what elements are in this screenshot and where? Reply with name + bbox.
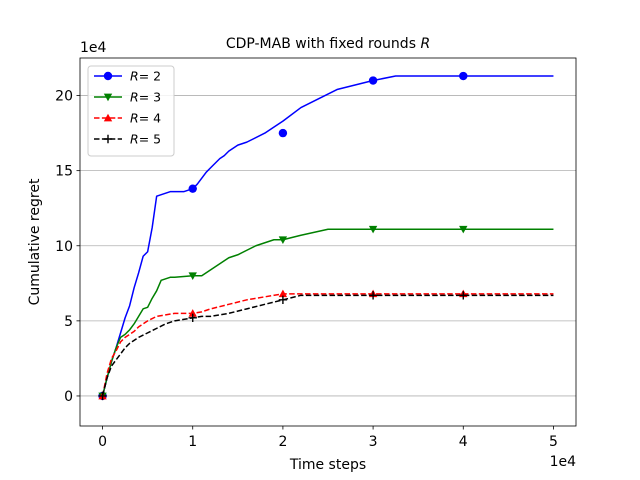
data-point-marker [278,295,288,305]
data-point-marker [188,184,197,193]
x-tick-label: 4 [459,434,468,450]
series-3 [98,289,554,400]
series-2 [98,225,554,401]
data-point-marker [278,128,288,138]
series-line [101,293,554,397]
x-tick-label: 0 [98,434,107,450]
y-axis-offset-label: 1e4 [80,40,107,56]
legend-item: R= 2 [94,69,161,84]
legend-marker [103,93,113,102]
x-tick-label: 3 [369,434,378,450]
legend: R= 2 R= 3 R= 4 R= 5 [87,65,175,157]
y-tick-label: 20 [55,89,73,105]
legend-marker [103,71,113,81]
x-tick-label: 2 [278,434,287,450]
y-tick-label: 5 [64,314,73,330]
data-point-marker [459,291,468,300]
legend-label: R= 4 [130,111,161,126]
series-1 [98,71,554,401]
data-point-marker [188,309,197,317]
legend-label: R= 2 [130,69,161,84]
data-point-marker [278,236,288,244]
plot-frame [79,57,577,427]
data-point-marker [459,225,468,234]
data-point-marker [459,71,468,81]
data-point-marker [368,291,378,300]
legend-box [87,65,175,157]
series-lines [98,71,554,401]
series-line [101,75,554,397]
axis-ticks: 0 5 10 15 20 0 1 2 3 4 5 [55,89,558,450]
data-point-marker [188,272,197,280]
series-line [101,228,554,397]
x-axis-label: Time steps [289,457,366,473]
legend-item: R= 3 [94,90,161,105]
x-axis-offset-label: 1e4 [550,454,577,470]
chart-title: CDP-MAB with fixed rounds R [226,36,430,52]
legend-marker [103,134,113,144]
legend-label: R= 5 [130,132,161,147]
series-4 [98,291,554,401]
y-tick-label: 10 [55,239,73,255]
data-point-marker [188,313,197,323]
x-tick-label: 5 [549,434,558,450]
data-point-marker [278,289,288,298]
y-tick-label: 15 [55,164,73,180]
data-point-marker [98,391,107,401]
legend-marker [103,113,113,122]
x-tick-label: 1 [188,434,197,450]
legend-item: R= 5 [94,132,161,147]
y-axis-label: Cumulative regret [27,178,43,305]
series-line [101,294,554,397]
data-point-marker [368,76,378,85]
legend-label: R= 3 [130,90,161,105]
y-tick-label: 0 [64,389,73,405]
legend-item: R= 4 [94,111,161,126]
data-point-marker [368,225,378,234]
